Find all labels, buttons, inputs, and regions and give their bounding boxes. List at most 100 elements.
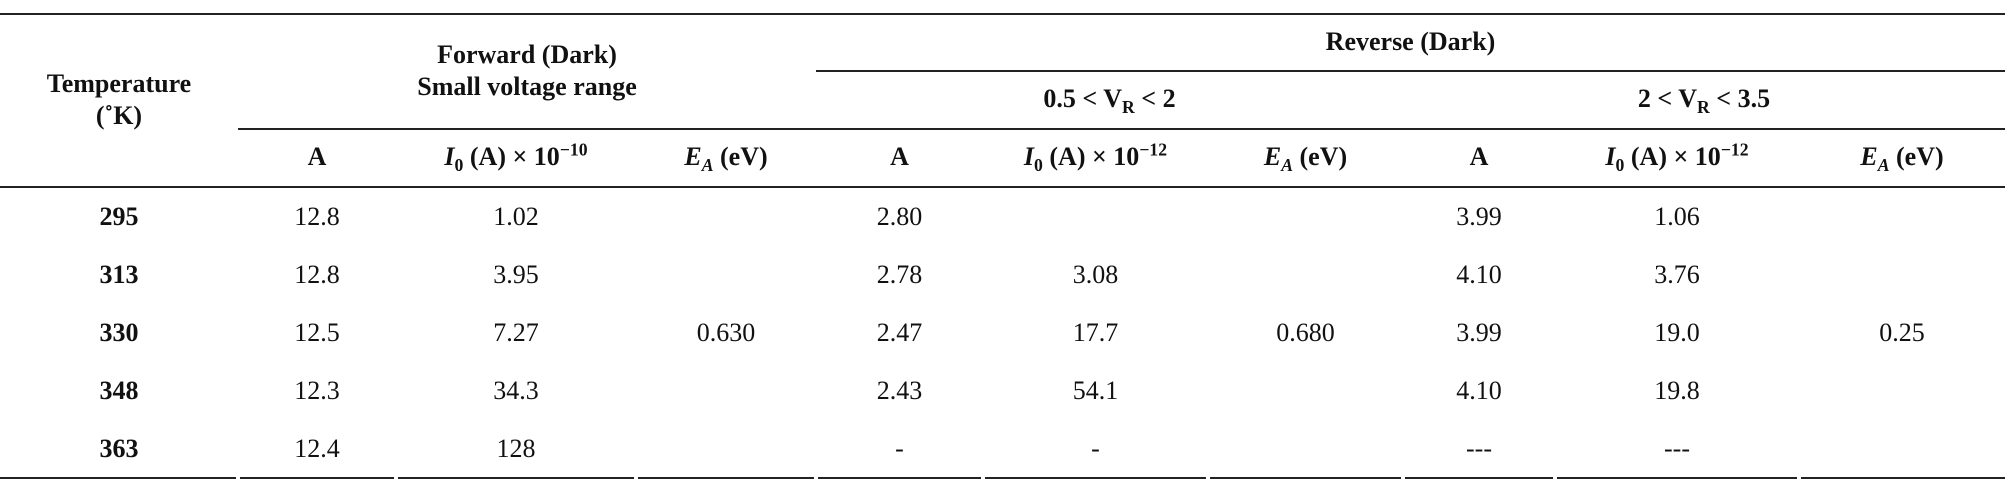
- text-part: −12: [1139, 139, 1168, 160]
- value-cell: ---: [1403, 420, 1555, 478]
- value-cell: 1.02: [396, 188, 636, 246]
- text: 3.99: [1456, 202, 1502, 231]
- text: 3.99: [1456, 318, 1502, 347]
- text: 12.8: [294, 202, 340, 231]
- text-part: −12: [1720, 139, 1749, 160]
- value-cell: 3.95: [396, 246, 636, 304]
- rich-text: A: [1470, 141, 1489, 173]
- value-cell: 3.99: [1403, 304, 1555, 362]
- text-part: E: [1263, 142, 1282, 171]
- rich-text: A: [308, 141, 327, 173]
- rule-line: [818, 477, 981, 479]
- text: 12.4: [294, 434, 340, 463]
- text-part: R: [1122, 97, 1135, 118]
- text: 0.25: [1879, 318, 1925, 347]
- rule-line: [1210, 477, 1401, 479]
- rule-line: [240, 477, 394, 479]
- text: Reverse (Dark): [1325, 26, 1496, 56]
- value-cell: 3.99: [1403, 188, 1555, 246]
- value-cell: 128: [396, 420, 636, 478]
- column-header: EA (eV): [1208, 128, 1403, 186]
- text: 34.3: [493, 376, 539, 405]
- text: 12.5: [294, 318, 340, 347]
- value-cell: 19.8: [1555, 362, 1799, 420]
- text: 363: [99, 434, 139, 463]
- rich-text: A: [890, 141, 909, 173]
- text-part: 0: [1034, 155, 1043, 176]
- value-cell: 12.3: [238, 362, 396, 420]
- text-part: R: [1697, 97, 1710, 118]
- value-cell: 2.80: [816, 188, 983, 246]
- value-cell: 7.27: [396, 304, 636, 362]
- rule-line: [1405, 477, 1553, 479]
- value-cell: 12.8: [238, 188, 396, 246]
- column-header: EA (eV): [636, 128, 816, 186]
- value-cell: 3.76: [1555, 246, 1799, 304]
- rule-line: [1801, 477, 2005, 479]
- text: 1.06: [1654, 202, 1700, 231]
- text: 19.8: [1654, 376, 1700, 405]
- text: Forward (Dark): [437, 39, 617, 69]
- value-cell: 4.10: [1403, 362, 1555, 420]
- text: (˚K): [95, 100, 143, 130]
- value-cell: 54.1: [983, 362, 1208, 420]
- temperature-cell: 313: [0, 246, 238, 304]
- text: 3.95: [493, 260, 539, 289]
- temperature-cell: 295: [0, 188, 238, 246]
- text: 0.630: [696, 318, 756, 347]
- rule-line: [638, 477, 814, 479]
- text-part: (A) × 10: [463, 142, 560, 171]
- column-header: A: [816, 128, 983, 186]
- rule-line: [985, 477, 1206, 479]
- value-cell: 2.47: [816, 304, 983, 362]
- text-part: I: [1023, 142, 1035, 171]
- text: Small voltage range: [417, 71, 637, 101]
- text-part: (A) × 10: [1042, 142, 1140, 171]
- text: 2.47: [876, 318, 923, 347]
- text-part: E: [1860, 142, 1878, 171]
- text: 12.3: [294, 376, 340, 405]
- rule-line: [398, 477, 634, 479]
- column-header: EA (eV): [1799, 128, 2005, 186]
- text: 2.80: [876, 202, 923, 231]
- text: 2.43: [876, 376, 923, 405]
- rich-text: 2 < VR < 3.5: [1638, 83, 1771, 118]
- temperature-cell: 348: [0, 362, 238, 420]
- text: 12.8: [294, 260, 340, 289]
- text-part: A: [890, 142, 909, 171]
- value-cell: 2.43: [816, 362, 983, 420]
- text-part: A: [1469, 142, 1489, 171]
- text: 1.02: [493, 202, 539, 231]
- value-cell: 17.7: [983, 304, 1208, 362]
- forward-header: Forward (Dark) Small voltage range: [238, 13, 816, 128]
- text: 4.10: [1456, 376, 1502, 405]
- column-header: I0 (A) × 10−10: [396, 128, 636, 186]
- text-part: A: [1281, 155, 1293, 176]
- activation-energy-cell: 0.25: [1799, 188, 2005, 478]
- column-header: A: [238, 128, 396, 186]
- text-part: I: [444, 142, 455, 171]
- value-cell: 3.08: [983, 246, 1208, 304]
- text-part: < 2: [1134, 84, 1176, 113]
- text-part: (eV): [1889, 142, 1944, 171]
- rule-line: [238, 128, 2005, 130]
- value-cell: -: [983, 420, 1208, 478]
- text-part: A: [307, 142, 327, 171]
- text: 17.7: [1072, 318, 1119, 347]
- reverse-header: Reverse (Dark): [816, 13, 2005, 70]
- text-part: A: [701, 155, 714, 176]
- text-part: < 3.5: [1709, 84, 1771, 113]
- value-cell: 12.4: [238, 420, 396, 478]
- text: 4.10: [1456, 260, 1502, 289]
- text: 2.78: [876, 260, 923, 289]
- text-part: 0.5 < V: [1043, 84, 1123, 113]
- rule-line: [0, 13, 2005, 15]
- text-part: 0: [1615, 155, 1625, 176]
- rich-text: I0 (A) × 10−12: [1605, 139, 1749, 176]
- text: 330: [99, 318, 139, 347]
- text-part: −10: [559, 139, 588, 160]
- text: -: [895, 434, 904, 463]
- value-cell: ---: [1555, 420, 1799, 478]
- rich-text: EA (eV): [1860, 141, 1944, 174]
